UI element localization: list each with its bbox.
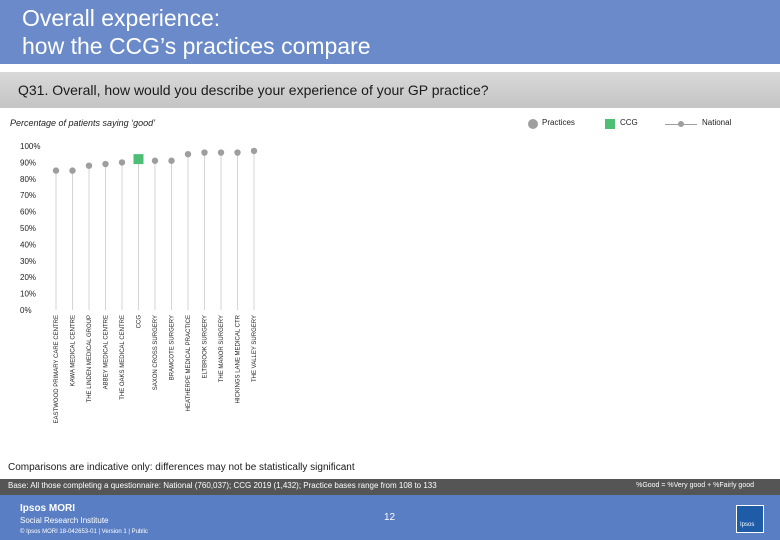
sri-logo-text: Social Research Institute [20,516,109,525]
x-tick-label: THE VALLEY SURGERY [252,315,258,382]
chart-area: 0% 10% 20% 30% 40% 50% 60% 70% 80% 90% 100% EASTWO… [20,142,258,423]
title-line-2: how the CCG’s practices compare [22,33,371,59]
definition-note: %Good = %Very good + %Fairly good [636,482,754,489]
practice-dot [52,167,60,174]
x-tick-label: SAXON CROSS SURGERY [153,315,159,390]
y-tick-label: 10% [20,290,36,299]
y-tick-label: 50% [20,224,36,233]
x-tick-label: HEATHERPE MEDICAL PRACTICE [186,315,192,411]
y-axis: 0% 10% 20% 30% 40% 50% 60% 70% 80% 90% 100% [20,142,40,315]
practice-dot [217,149,225,156]
practice-dot [118,159,126,166]
x-tick-label: THE OAKS MEDICAL CENTRE [120,315,126,400]
base-note: Base: All those completing a questionnai… [8,481,437,490]
y-tick-label: 20% [20,273,36,282]
ccg-marker [133,154,144,165]
y-tick-label: 70% [20,191,36,200]
stems [55,150,255,310]
legend-national-label: National [702,118,732,127]
ipsos-badge-text: Ipsos [740,522,755,528]
y-tick-label: 30% [20,257,36,266]
legend-practices-marker [528,119,538,129]
legend-ccg-label: CCG [620,118,638,127]
x-tick-label: EASTWOOD PRIMARY CARE CENTRE [54,315,60,423]
y-tick-label: 60% [20,208,36,217]
x-tick-label: THE MANOR SURGERY [219,315,225,382]
x-tick-label: HICKINGS LANE MEDICAL CTR [236,314,242,403]
practice-dot [69,167,76,174]
page-number: 12 [384,512,396,523]
title-line-1: Overall experience: [22,5,221,31]
legend-national-marker [678,121,684,127]
chart-subtitle: Percentage of patients saying ‘good’ [10,118,156,128]
data-marks [52,147,258,174]
x-tick-label: THE LINDEN MEDICAL GROUP [87,315,93,402]
page-title: Overall experience: how the CCG’s practi… [22,4,371,60]
ipsos-logo-icon: Ipsos [736,505,764,533]
practice-dot [151,157,159,164]
practice-dot [168,157,175,164]
practice-dot [184,151,192,158]
practice-dot [201,149,208,156]
footer-band [0,495,780,540]
ipsos-mori-logo: Ipsos MORI [20,503,76,514]
x-tick-label: CCG [137,315,143,329]
x-tick-label: KAWA MEDICAL CENTRE [71,315,77,386]
y-tick-label: 80% [20,175,36,184]
y-tick-label: 40% [20,240,36,249]
question-text: Q31. Overall, how would you describe you… [18,82,489,98]
base-band [0,479,780,495]
practice-dot [250,147,258,155]
practice-dot [234,149,241,156]
y-tick-label: 90% [20,158,36,167]
copyright-text: © Ipsos MORI 18-042653-01 | Version 1 | … [20,529,148,535]
legend-ccg-marker [605,119,615,129]
comparisons-note: Comparisons are indicative only: differe… [8,462,355,473]
question-band [0,72,780,108]
y-tick-label: 100% [20,142,40,151]
x-tick-label: BRAMCOTE SURGERY [170,315,176,380]
x-tick-label: ABBEY MEDICAL CENTRE [104,315,110,389]
x-axis-labels: EASTWOOD PRIMARY CARE CENTRE KAWA MEDICAL… [54,314,258,423]
legend-practices-label: Practices [542,118,575,127]
practice-dot [85,162,93,169]
x-tick-label: ELTBROOK SURGERY [203,315,209,378]
title-band [0,0,780,64]
y-tick-label: 0% [20,306,32,315]
practice-dot [102,160,109,168]
